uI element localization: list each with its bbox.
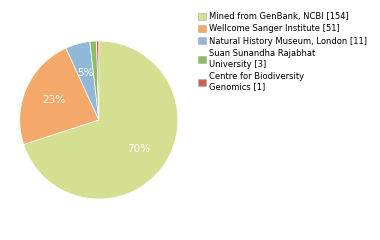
Legend: Mined from GenBank, NCBI [154], Wellcome Sanger Institute [51], Natural History : Mined from GenBank, NCBI [154], Wellcome… <box>198 11 368 92</box>
Text: 5%: 5% <box>78 68 94 78</box>
Wedge shape <box>90 41 99 120</box>
Wedge shape <box>24 41 178 199</box>
Wedge shape <box>97 41 99 120</box>
Text: 70%: 70% <box>127 144 150 154</box>
Wedge shape <box>66 42 99 120</box>
Text: 23%: 23% <box>43 95 65 105</box>
Wedge shape <box>20 48 99 144</box>
